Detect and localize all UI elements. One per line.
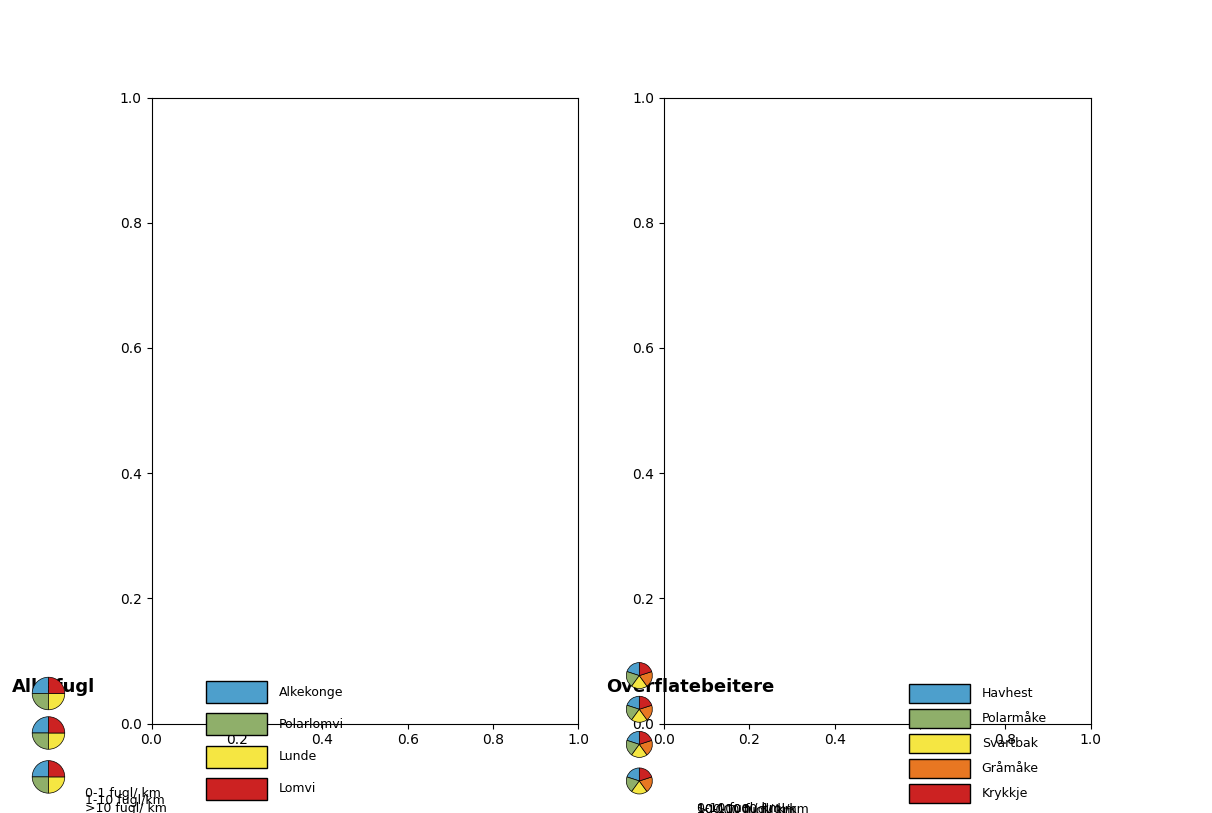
Wedge shape: [627, 741, 640, 755]
Text: Alkefugl: Alkefugl: [12, 678, 96, 697]
Wedge shape: [640, 768, 652, 781]
Wedge shape: [631, 709, 647, 722]
Wedge shape: [640, 696, 652, 709]
Wedge shape: [640, 732, 652, 745]
Wedge shape: [640, 705, 652, 720]
Wedge shape: [33, 733, 48, 750]
Wedge shape: [33, 761, 48, 777]
Wedge shape: [640, 672, 652, 686]
Text: Krykkje: Krykkje: [982, 787, 1028, 800]
Bar: [206, 778, 267, 800]
Wedge shape: [640, 663, 652, 676]
Text: Overflatebeitere: Overflatebeitere: [606, 678, 774, 697]
Text: Havhest: Havhest: [982, 687, 1033, 700]
Text: Svartbak: Svartbak: [982, 737, 1037, 750]
Wedge shape: [627, 768, 640, 781]
Wedge shape: [48, 733, 64, 750]
Bar: [206, 714, 267, 736]
Wedge shape: [48, 761, 64, 777]
Wedge shape: [48, 717, 64, 733]
Bar: [909, 759, 970, 778]
Bar: [206, 746, 267, 767]
Wedge shape: [48, 693, 64, 710]
Bar: [909, 685, 970, 703]
Bar: [909, 709, 970, 728]
Bar: [909, 734, 970, 753]
Text: 0-1 fugl/ km: 0-1 fugl/ km: [85, 787, 161, 800]
Wedge shape: [631, 745, 647, 758]
Wedge shape: [640, 741, 652, 755]
Text: 0-10 fugl/ km: 0-10 fugl/ km: [697, 802, 781, 813]
Wedge shape: [631, 676, 647, 689]
Wedge shape: [640, 777, 652, 792]
Wedge shape: [627, 663, 640, 676]
Text: Lunde: Lunde: [279, 750, 318, 763]
Text: 1-10 fugl/km: 1-10 fugl/km: [85, 794, 165, 807]
Wedge shape: [33, 677, 48, 693]
Wedge shape: [48, 777, 64, 793]
Wedge shape: [627, 777, 640, 792]
Text: Polarlomvi: Polarlomvi: [279, 718, 344, 731]
Wedge shape: [627, 696, 640, 709]
Wedge shape: [33, 777, 48, 793]
Wedge shape: [627, 705, 640, 720]
Text: Gråmåke: Gråmåke: [982, 762, 1039, 775]
Text: 100-1000 fugl/km: 100-1000 fugl/km: [697, 803, 808, 813]
Wedge shape: [48, 677, 64, 693]
Text: Alkekonge: Alkekonge: [279, 686, 343, 698]
Wedge shape: [627, 672, 640, 686]
Wedge shape: [33, 717, 48, 733]
Text: Lomvi: Lomvi: [279, 782, 316, 795]
Text: 10-100 fugl/ km: 10-100 fugl/ km: [697, 802, 796, 813]
Wedge shape: [627, 732, 640, 745]
Wedge shape: [631, 781, 647, 794]
Text: Polarmåke: Polarmåke: [982, 712, 1047, 725]
Bar: [909, 784, 970, 802]
Wedge shape: [33, 693, 48, 710]
Text: >1000 fugl/ km: >1000 fugl/ km: [697, 804, 795, 813]
Text: >10 fugl/ km: >10 fugl/ km: [85, 802, 167, 813]
Bar: [206, 681, 267, 703]
